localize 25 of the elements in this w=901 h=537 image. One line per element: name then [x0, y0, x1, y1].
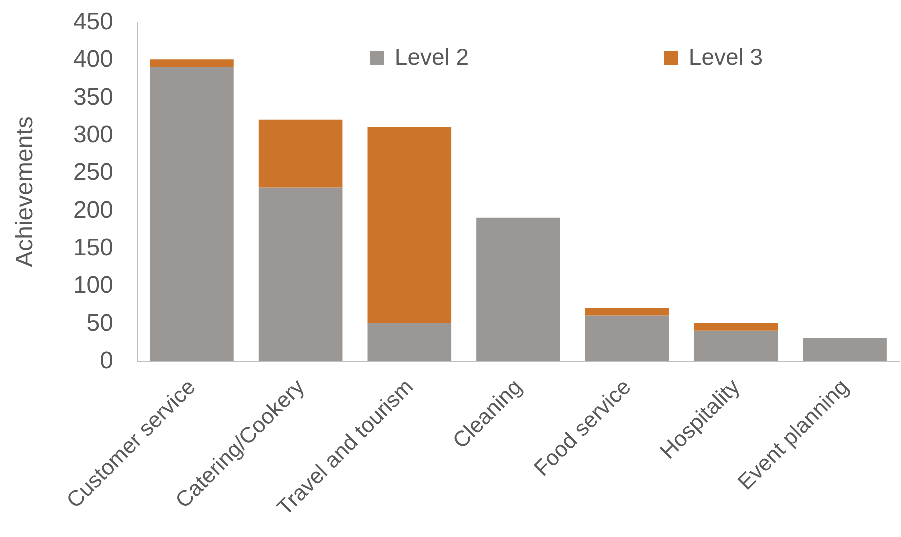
legend-label: Level 3	[688, 44, 764, 70]
bar	[368, 127, 452, 324]
bar	[585, 308, 670, 316]
y-tick-label: 50	[86, 310, 114, 337]
bar	[694, 323, 778, 331]
legend-label: Level 2	[394, 44, 470, 70]
y-tick-label: 100	[73, 272, 114, 300]
y-tick-label: 450	[73, 8, 114, 36]
y-tick-label: 400	[73, 46, 114, 74]
bar	[476, 218, 560, 361]
bar	[368, 323, 452, 361]
bar	[150, 60, 234, 68]
y-tick-label: 300	[73, 122, 114, 148]
y-tick-label: 150	[73, 234, 114, 262]
y-tick-label: 250	[73, 159, 114, 186]
bar	[258, 120, 343, 188]
y-tick-label: 350	[73, 84, 114, 111]
bar	[803, 338, 887, 361]
bar	[258, 188, 343, 361]
y-tick-label: 0	[100, 348, 114, 374]
y-axis-title: Achievements	[11, 116, 38, 268]
bar	[585, 316, 670, 361]
bar	[150, 67, 234, 361]
y-tick-label: 200	[73, 196, 114, 224]
bar	[694, 330, 778, 361]
